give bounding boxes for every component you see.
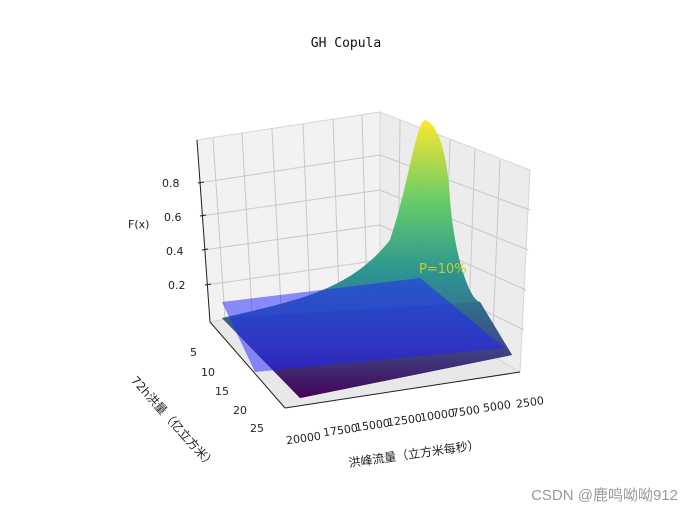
y-tick-25: 25 xyxy=(250,422,264,435)
z-axis xyxy=(196,139,211,323)
z-tick-0.2: 0.2 xyxy=(168,279,186,292)
y-tick-10: 10 xyxy=(201,366,215,379)
y-tick-20: 20 xyxy=(233,404,247,417)
x-axis xyxy=(284,371,521,409)
p10-plane xyxy=(222,278,505,372)
grid-left xyxy=(198,114,381,319)
z-ticks xyxy=(197,181,212,286)
y-axis xyxy=(209,321,286,409)
watermark: CSDN @鹿鸣呦呦912 xyxy=(531,487,678,504)
chart-title: GH Copula xyxy=(310,36,382,51)
p10-annotation: P=10% xyxy=(419,262,467,277)
z-axis-label: F(x) xyxy=(128,218,150,231)
z-tick-0.8: 0.8 xyxy=(162,177,180,190)
y-tick-5: 5 xyxy=(190,346,197,359)
y-tick-15: 15 xyxy=(215,385,229,398)
z-tick-0.6: 0.6 xyxy=(164,211,182,224)
z-tick-0.4: 0.4 xyxy=(166,245,184,258)
